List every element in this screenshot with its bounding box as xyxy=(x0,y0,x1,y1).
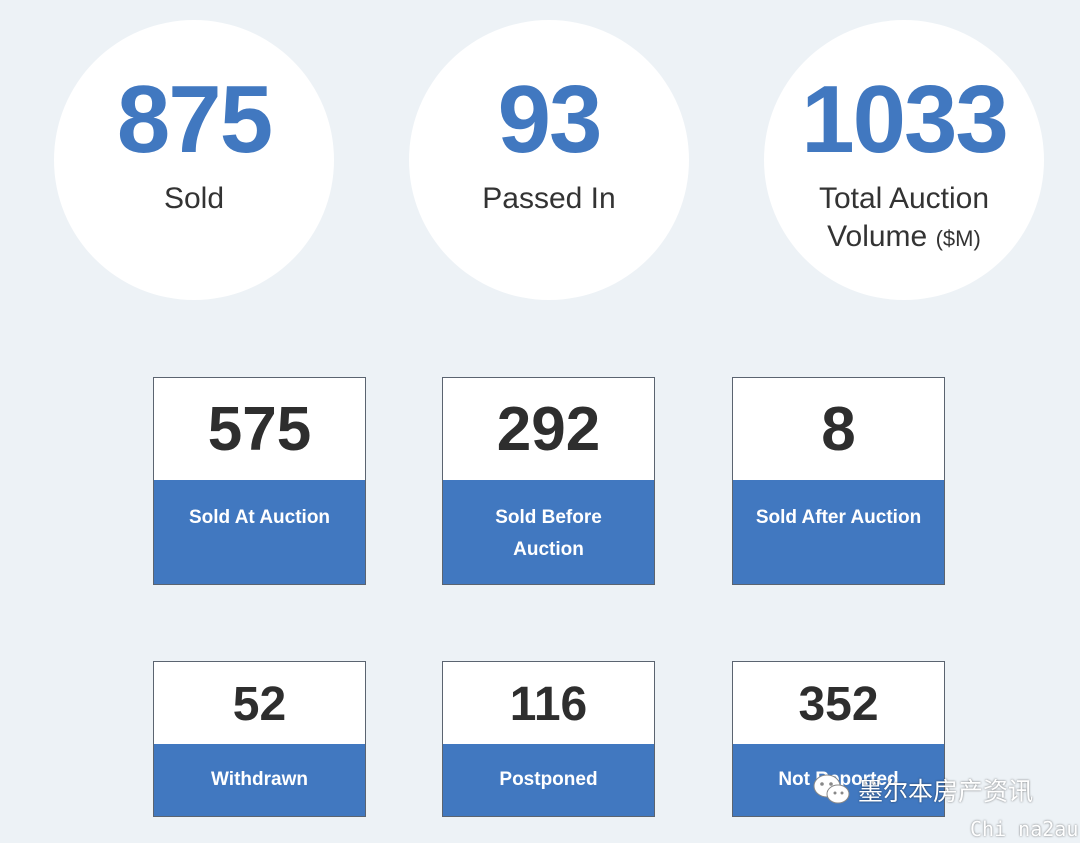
card-label: Sold Before Auction xyxy=(443,480,654,584)
sold-label: Sold xyxy=(163,182,225,215)
card-value: 292 xyxy=(443,378,654,480)
card-value: 52 xyxy=(154,662,365,744)
card-withdrawn: 52 Withdrawn xyxy=(153,661,366,817)
card-value: 8 xyxy=(733,378,944,480)
passed-in-label: Passed In xyxy=(482,182,616,215)
card-value: 352 xyxy=(733,662,944,744)
watermark-subtext: Chi na2au xyxy=(970,817,1079,841)
card-postponed: 116 Postponed xyxy=(442,661,655,817)
card-sold-after-auction: 8 Sold After Auction xyxy=(732,377,945,585)
stat-circle-total-volume: 1033 Total Auction Volume ($M) xyxy=(764,20,1044,300)
card-label: Sold At Auction xyxy=(154,480,365,584)
card-not-reported: 352 Not Reported xyxy=(732,661,945,817)
card-sold-before-auction: 292 Sold Before Auction xyxy=(442,377,655,585)
passed-in-value: 93 xyxy=(497,66,603,173)
card-value: 575 xyxy=(154,378,365,480)
watermark-text: 墨尔本房产资讯 xyxy=(858,778,1034,806)
total-volume-value: 1033 xyxy=(801,66,1009,173)
card-sold-at-auction: 575 Sold At Auction xyxy=(153,377,366,585)
card-value: 116 xyxy=(443,662,654,744)
stat-circle-passed-in: 93 Passed In xyxy=(409,20,689,300)
sold-value: 875 xyxy=(116,66,273,173)
total-volume-label-text: Total Auction Volume xyxy=(818,182,990,253)
total-volume-label: Total Auction Volume ($M) xyxy=(764,180,1044,258)
card-label: Withdrawn xyxy=(154,744,365,816)
watermark: 墨尔本房产资讯 xyxy=(812,772,1033,808)
wechat-icon xyxy=(813,774,850,804)
card-label: Sold After Auction xyxy=(733,480,944,584)
card-label: Postponed xyxy=(443,744,654,816)
stat-circle-sold: 875 Sold xyxy=(54,20,334,300)
total-volume-unit: ($M) xyxy=(935,226,981,251)
